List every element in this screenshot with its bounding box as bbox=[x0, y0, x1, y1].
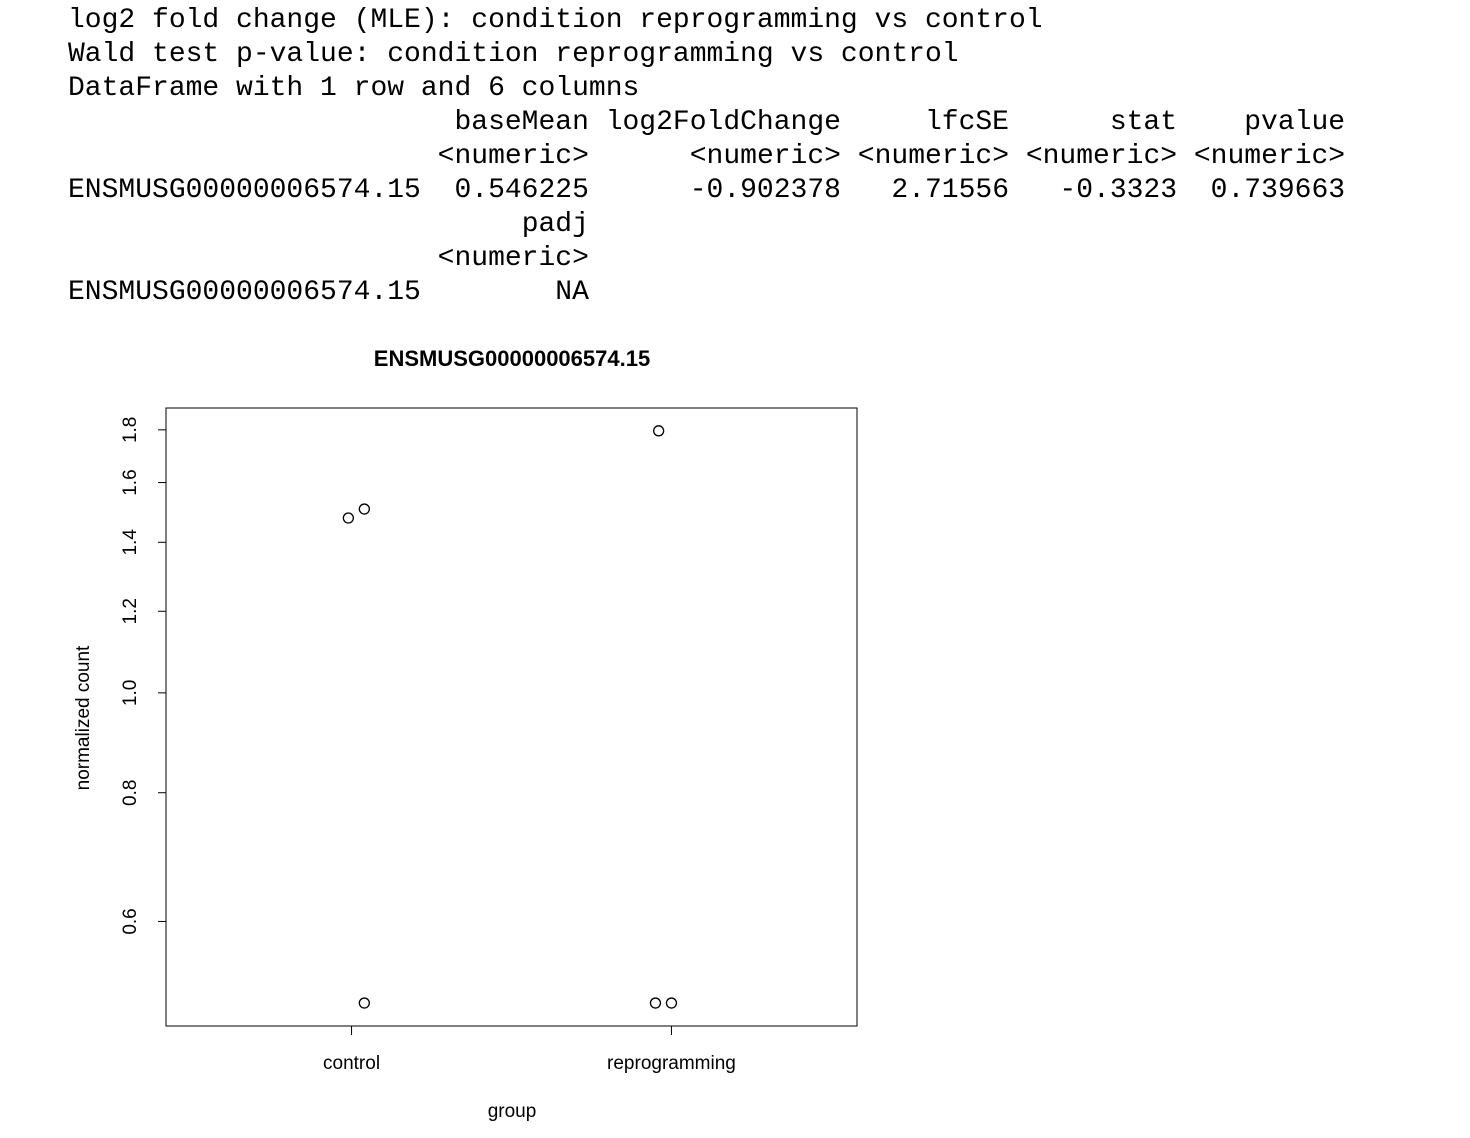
column-header: pvalue bbox=[1244, 107, 1346, 138]
column-header: baseMean bbox=[454, 107, 589, 138]
chart-title: ENSMUSG00000006574.15 bbox=[374, 346, 650, 371]
column-header: lfcSE bbox=[924, 107, 1009, 138]
column-type: <numeric> bbox=[1193, 141, 1346, 172]
data-point bbox=[665, 997, 678, 1009]
column-type: <numeric> bbox=[689, 141, 841, 172]
cell-value: 2.71556 bbox=[891, 175, 1009, 206]
cell-value: 0.546225 bbox=[454, 175, 589, 206]
y-tick-label: 1.4 bbox=[120, 529, 141, 556]
x-tick-label: control bbox=[323, 1053, 380, 1074]
cell-value: -0.902378 bbox=[689, 175, 841, 206]
y-tick-label: 1.2 bbox=[120, 598, 141, 624]
data-point bbox=[649, 997, 662, 1009]
column-type: <numeric> bbox=[1025, 141, 1178, 172]
column-header: log2FoldChange bbox=[605, 107, 841, 138]
column-type: <numeric> bbox=[437, 141, 589, 172]
y-axis-label: normalized count bbox=[73, 645, 94, 790]
data-point bbox=[342, 512, 354, 524]
console-output: log2 fold change (MLE): condition reprog… bbox=[68, 4, 1345, 310]
y-tick-label: 0.6 bbox=[120, 908, 141, 934]
cell-value: 0.739663 bbox=[1210, 175, 1346, 206]
column-header: stat bbox=[1109, 107, 1178, 138]
data-point bbox=[653, 425, 665, 437]
row-name: ENSMUSG00000006574.15 bbox=[68, 277, 421, 308]
row-name: ENSMUSG00000006574.15 bbox=[68, 175, 421, 206]
column-type: <numeric> bbox=[857, 141, 1010, 172]
cell-value: -0.3323 bbox=[1059, 175, 1178, 206]
console-line: DataFrame with 1 row and 6 columns bbox=[68, 73, 640, 104]
y-tick-label: 1.0 bbox=[120, 680, 141, 706]
cell-value: NA bbox=[555, 277, 589, 308]
data-point bbox=[358, 503, 370, 515]
y-tick-label: 0.8 bbox=[120, 780, 141, 806]
x-tick-label: reprogramming bbox=[607, 1053, 736, 1074]
data-point bbox=[358, 997, 370, 1009]
column-type: <numeric> bbox=[437, 243, 589, 274]
x-axis-label: group bbox=[488, 1101, 537, 1122]
console-line: log2 fold change (MLE): condition reprog… bbox=[68, 5, 1043, 36]
console-line: Wald test p-value: condition reprogrammi… bbox=[68, 39, 959, 70]
column-header: padj bbox=[521, 209, 589, 240]
y-tick-label: 1.8 bbox=[120, 417, 141, 443]
y-tick-label: 1.6 bbox=[120, 469, 141, 495]
plot-frame bbox=[165, 407, 858, 1027]
